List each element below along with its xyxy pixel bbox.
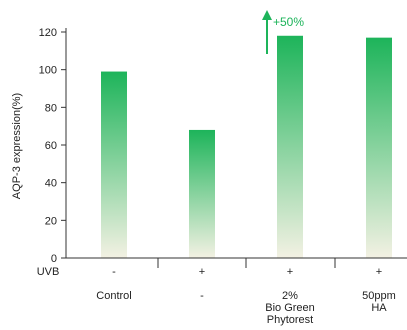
category-label: 2%: [282, 290, 298, 302]
y-tick-label: 40: [45, 178, 57, 190]
uvb-row-label: UVB: [37, 266, 60, 278]
annotation: +50%: [262, 10, 304, 54]
y-tick-label: 60: [45, 140, 57, 152]
uvb-value: +: [287, 266, 293, 278]
y-tick-label: 100: [39, 65, 57, 77]
y-axis: 0 20 40 60 80 100 120: [39, 27, 67, 265]
bar: [189, 129, 215, 258]
up-arrow-icon: [262, 10, 272, 20]
uvb-value: -: [112, 266, 116, 278]
increase-annotation: +50%: [273, 15, 304, 29]
bars: [101, 35, 392, 259]
bar: [366, 37, 392, 259]
category-label: Bio Green: [265, 302, 315, 314]
category-label: -: [200, 290, 204, 302]
y-tick-label: 80: [45, 102, 57, 114]
y-tick-label: 20: [45, 215, 57, 227]
y-tick-label: 120: [39, 27, 57, 39]
uvb-value: +: [199, 266, 205, 278]
y-tick-label: 0: [51, 253, 57, 265]
uvb-value: +: [376, 266, 382, 278]
category-label: 50ppm: [362, 290, 396, 302]
category-label: Phytorest: [267, 314, 313, 326]
category-label: HA: [371, 302, 387, 314]
category-label: Control: [96, 290, 131, 302]
bar: [101, 71, 127, 258]
y-axis-title: AQP-3 expression(%): [11, 93, 23, 199]
bar: [277, 35, 303, 259]
